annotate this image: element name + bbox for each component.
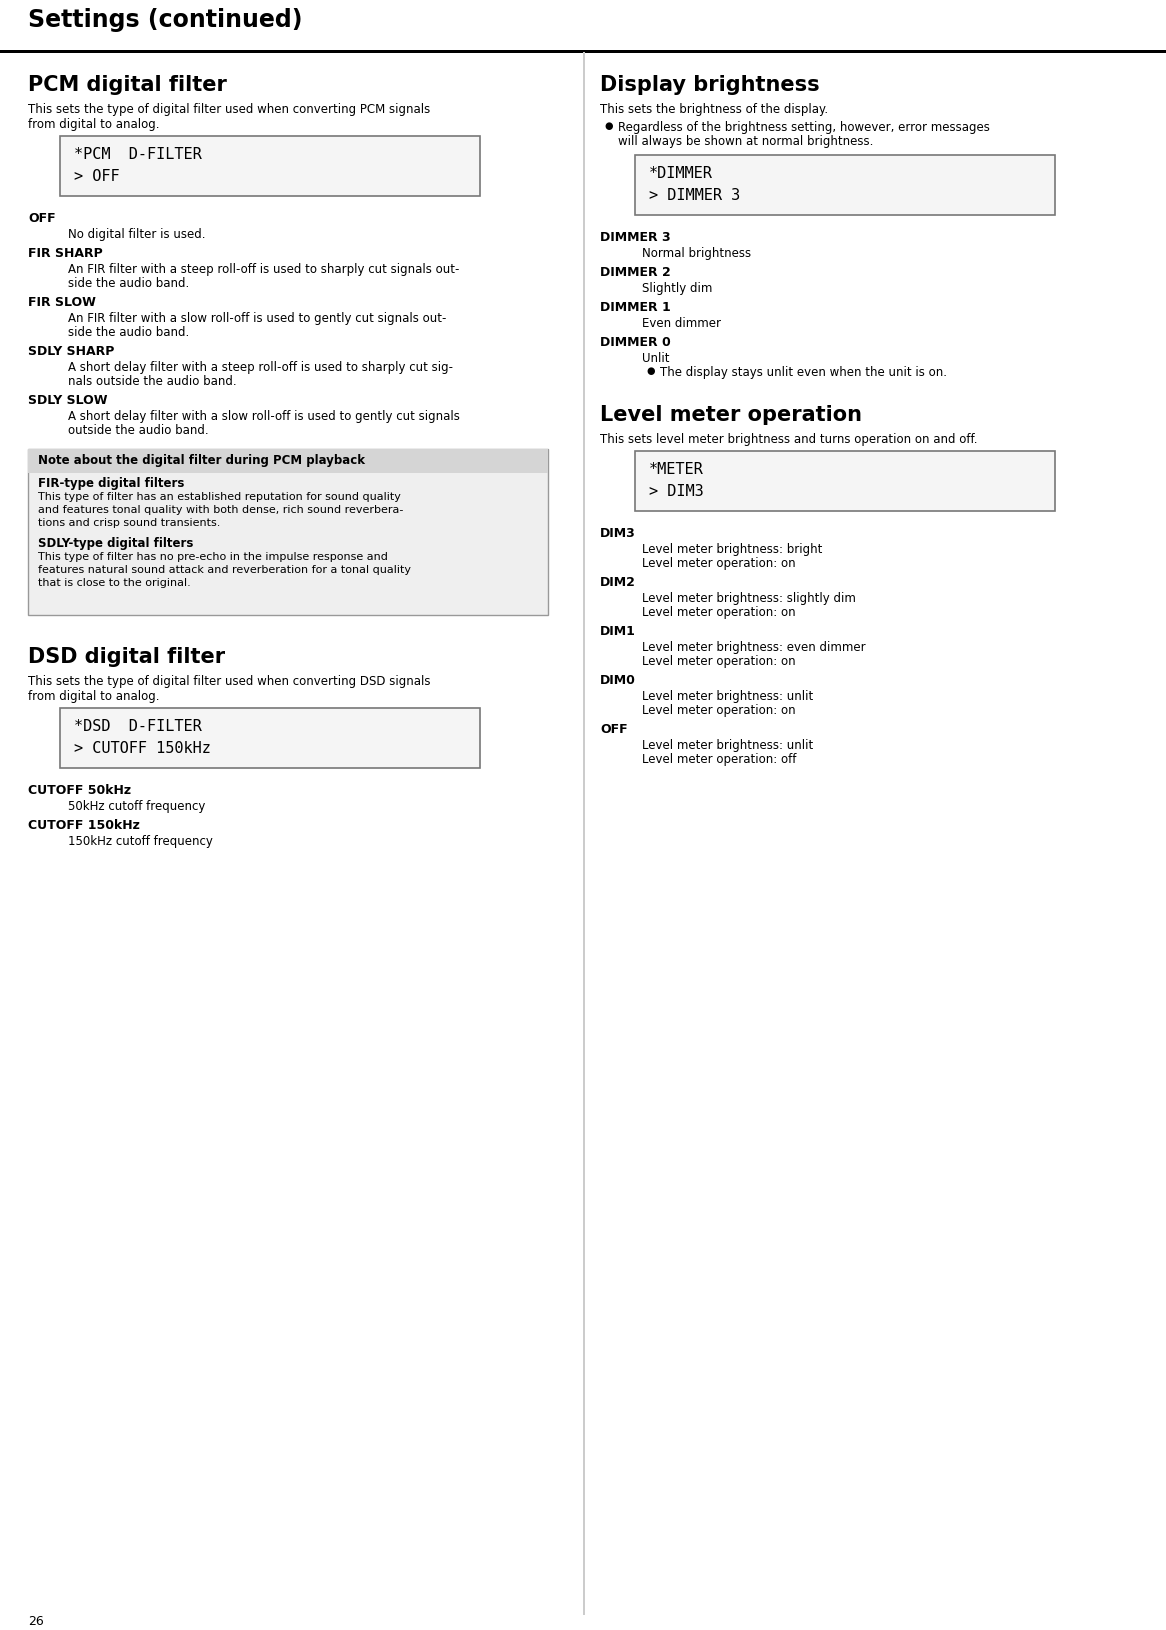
Text: > CUTOFF 150kHz: > CUTOFF 150kHz [73, 742, 211, 756]
Bar [28, 448, 548, 473]
Text: An FIR filter with a steep roll-off is used to sharply cut signals out-: An FIR filter with a steep roll-off is u… [68, 262, 459, 275]
Text: Level meter operation: on: Level meter operation: on [642, 655, 795, 668]
Bar [635, 155, 1055, 215]
Text: Level meter brightness: unlit: Level meter brightness: unlit [642, 738, 813, 751]
Text: *DIMMER: *DIMMER [649, 166, 712, 181]
Text: SDLY SHARP: SDLY SHARP [28, 346, 114, 359]
Text: Normal brightness: Normal brightness [642, 248, 751, 261]
Text: PCM digital filter: PCM digital filter [28, 75, 227, 95]
Text: features natural sound attack and reverberation for a tonal quality: features natural sound attack and reverb… [38, 566, 410, 575]
Text: DIM1: DIM1 [600, 624, 635, 637]
Text: An FIR filter with a slow roll-off is used to gently cut signals out-: An FIR filter with a slow roll-off is us… [68, 311, 447, 324]
Text: Note about the digital filter during PCM playback: Note about the digital filter during PCM… [38, 455, 365, 468]
Bar [0, 0, 1166, 52]
Bar [59, 707, 480, 768]
Text: OFF: OFF [28, 212, 56, 225]
Text: outside the audio band.: outside the audio band. [68, 424, 209, 437]
Text: DIM0: DIM0 [600, 673, 635, 686]
Text: > DIMMER 3: > DIMMER 3 [649, 187, 740, 204]
Text: Settings (continued): Settings (continued) [28, 8, 302, 33]
Text: tions and crisp sound transients.: tions and crisp sound transients. [38, 518, 220, 528]
Text: will always be shown at normal brightness.: will always be shown at normal brightnes… [618, 135, 873, 148]
Text: nals outside the audio band.: nals outside the audio band. [68, 375, 237, 388]
Text: This type of filter has no pre-echo in the impulse response and: This type of filter has no pre-echo in t… [38, 553, 388, 562]
Text: DSD digital filter: DSD digital filter [28, 647, 225, 667]
Text: Level meter brightness: even dimmer: Level meter brightness: even dimmer [642, 641, 865, 654]
Text: CUTOFF 150kHz: CUTOFF 150kHz [28, 818, 140, 831]
Text: ●: ● [604, 121, 612, 130]
Text: CUTOFF 50kHz: CUTOFF 50kHz [28, 784, 131, 797]
Text: *METER: *METER [649, 461, 704, 478]
Text: The display stays unlit even when the unit is on.: The display stays unlit even when the un… [660, 367, 947, 380]
Text: Level meter brightness: bright: Level meter brightness: bright [642, 543, 822, 556]
Text: 50kHz cutoff frequency: 50kHz cutoff frequency [68, 800, 205, 813]
Text: DIMMER 3: DIMMER 3 [600, 231, 670, 244]
Text: *PCM  D-FILTER: *PCM D-FILTER [73, 147, 202, 161]
Text: Level meter operation: on: Level meter operation: on [642, 704, 795, 717]
Text: This type of filter has an established reputation for sound quality: This type of filter has an established r… [38, 492, 401, 502]
Text: DIM3: DIM3 [600, 526, 635, 540]
Text: Level meter operation: Level meter operation [600, 404, 862, 425]
Text: This sets the brightness of the display.: This sets the brightness of the display. [600, 103, 828, 116]
Text: Unlit: Unlit [642, 352, 669, 365]
Text: and features tonal quality with both dense, rich sound reverbera-: and features tonal quality with both den… [38, 505, 403, 515]
Text: Level meter operation: on: Level meter operation: on [642, 557, 795, 570]
Text: *DSD  D-FILTER: *DSD D-FILTER [73, 719, 202, 734]
Bar [583, 52, 584, 1615]
Bar [0, 51, 1166, 54]
Text: FIR SHARP: FIR SHARP [28, 248, 103, 261]
Text: DIMMER 2: DIMMER 2 [600, 266, 670, 279]
Text: 26: 26 [28, 1615, 44, 1628]
Text: from digital to analog.: from digital to analog. [28, 689, 160, 703]
Text: side the audio band.: side the audio band. [68, 326, 189, 339]
Text: FIR-type digital filters: FIR-type digital filters [38, 478, 184, 491]
Text: DIMMER 0: DIMMER 0 [600, 336, 670, 349]
Text: 150kHz cutoff frequency: 150kHz cutoff frequency [68, 835, 213, 848]
Text: A short delay filter with a slow roll-off is used to gently cut signals: A short delay filter with a slow roll-of… [68, 411, 459, 424]
Text: Display brightness: Display brightness [600, 75, 820, 95]
Bar [635, 452, 1055, 510]
Text: Level meter operation: on: Level meter operation: on [642, 606, 795, 619]
Text: Regardless of the brightness setting, however, error messages: Regardless of the brightness setting, ho… [618, 121, 990, 134]
Text: SDLY-type digital filters: SDLY-type digital filters [38, 536, 194, 549]
Text: that is close to the original.: that is close to the original. [38, 579, 191, 588]
Text: A short delay filter with a steep roll-off is used to sharply cut sig-: A short delay filter with a steep roll-o… [68, 360, 454, 373]
Text: side the audio band.: side the audio band. [68, 277, 189, 290]
Text: OFF: OFF [600, 724, 627, 737]
Text: DIMMER 1: DIMMER 1 [600, 302, 670, 315]
Text: ●: ● [646, 367, 654, 377]
Text: Slightly dim: Slightly dim [642, 282, 712, 295]
Text: > OFF: > OFF [73, 170, 120, 184]
Text: Even dimmer: Even dimmer [642, 316, 721, 329]
Text: This sets the type of digital filter used when converting DSD signals: This sets the type of digital filter use… [28, 675, 430, 688]
Text: DIM2: DIM2 [600, 575, 635, 588]
Text: Level meter brightness: slightly dim: Level meter brightness: slightly dim [642, 592, 856, 605]
Text: SDLY SLOW: SDLY SLOW [28, 394, 107, 408]
Bar [28, 448, 548, 615]
Text: No digital filter is used.: No digital filter is used. [68, 228, 205, 241]
Text: FIR SLOW: FIR SLOW [28, 297, 96, 310]
Text: from digital to analog.: from digital to analog. [28, 117, 160, 130]
Text: This sets level meter brightness and turns operation on and off.: This sets level meter brightness and tur… [600, 434, 977, 447]
Bar [59, 135, 480, 196]
Text: This sets the type of digital filter used when converting PCM signals: This sets the type of digital filter use… [28, 103, 430, 116]
Text: Level meter brightness: unlit: Level meter brightness: unlit [642, 689, 813, 703]
Text: > DIM3: > DIM3 [649, 484, 704, 499]
Text: Level meter operation: off: Level meter operation: off [642, 753, 796, 766]
